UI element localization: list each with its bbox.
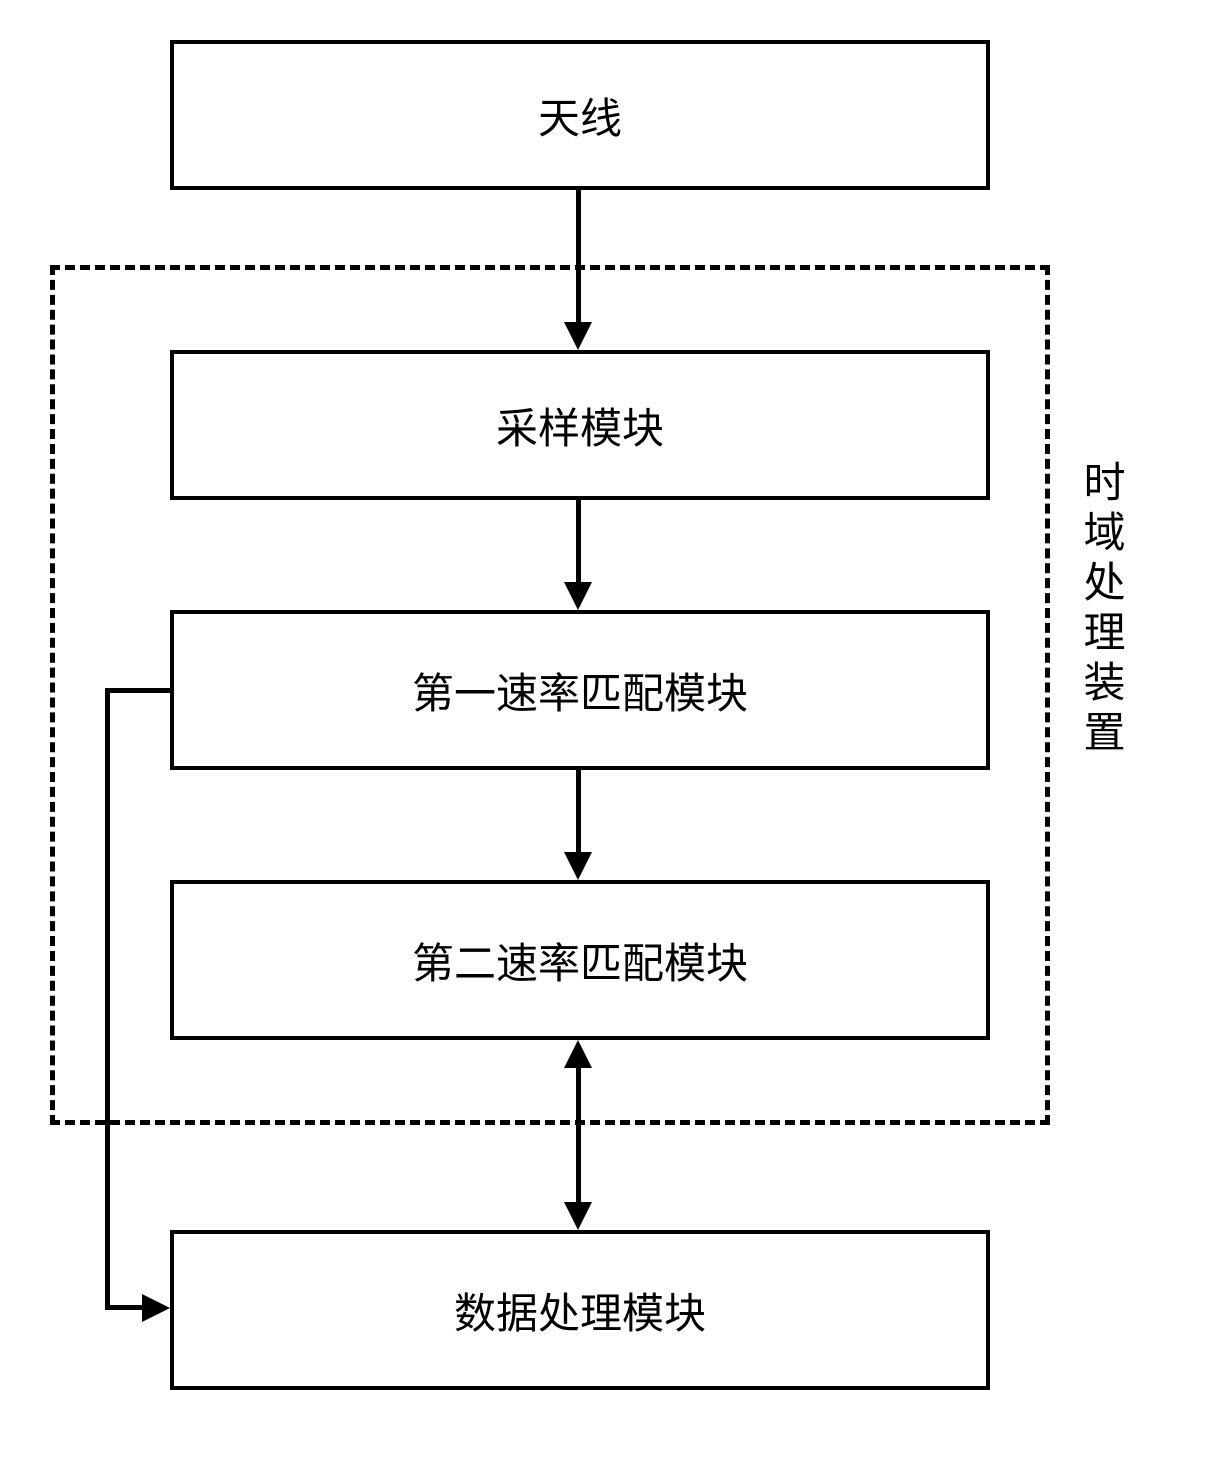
arrow-sampling-rate1 bbox=[576, 500, 581, 585]
arrowhead-elbow bbox=[142, 1294, 170, 1322]
arrowhead-up-bidir bbox=[564, 1040, 592, 1068]
arrowhead-sampling-rate1 bbox=[564, 582, 592, 610]
node-rate-match-1-label: 第一速率匹配模块 bbox=[412, 660, 748, 721]
arrowhead-rate1-rate2 bbox=[564, 852, 592, 880]
node-antenna-label: 天线 bbox=[538, 85, 622, 146]
node-data-processing: 数据处理模块 bbox=[170, 1230, 990, 1390]
arrow-bidir-line bbox=[576, 1065, 581, 1205]
elbow-v bbox=[105, 688, 110, 1310]
node-sampling-label: 采样模块 bbox=[496, 395, 664, 456]
arrowhead-down-bidir bbox=[564, 1202, 592, 1230]
elbow-h2 bbox=[105, 1305, 145, 1310]
flowchart-diagram: 时域处理装置 天线 采样模块 第一速率匹配模块 第二速率匹配模块 数据处理模块 bbox=[50, 40, 1160, 1420]
node-rate-match-1: 第一速率匹配模块 bbox=[170, 610, 990, 770]
arrowhead-antenna-sampling bbox=[564, 322, 592, 350]
node-data-processing-label: 数据处理模块 bbox=[454, 1280, 706, 1341]
node-sampling: 采样模块 bbox=[170, 350, 990, 500]
node-rate-match-2-label: 第二速率匹配模块 bbox=[412, 930, 748, 991]
elbow-h1 bbox=[105, 688, 170, 693]
container-label: 时域处理装置 bbox=[1070, 460, 1131, 760]
arrow-antenna-sampling bbox=[576, 190, 581, 325]
arrow-rate1-rate2 bbox=[576, 770, 581, 855]
node-antenna: 天线 bbox=[170, 40, 990, 190]
node-rate-match-2: 第二速率匹配模块 bbox=[170, 880, 990, 1040]
